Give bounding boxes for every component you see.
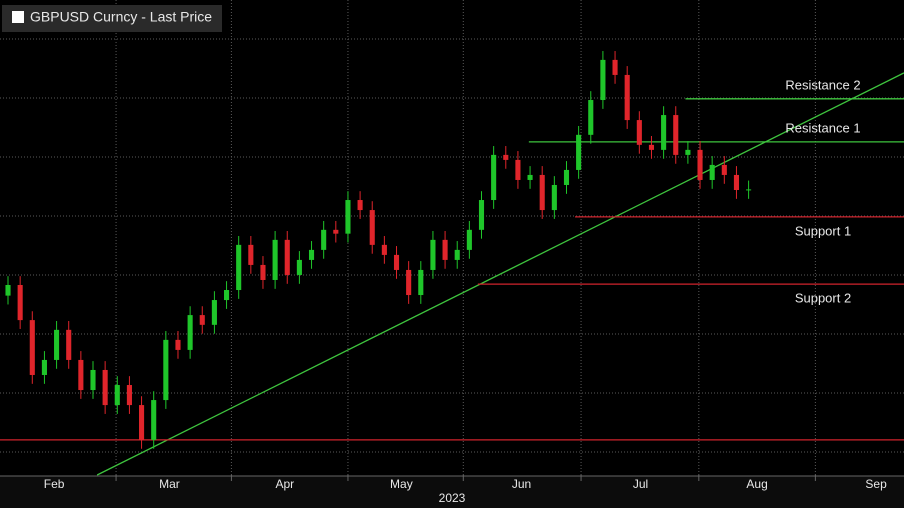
candle-body [126, 385, 132, 406]
candle-body [296, 259, 302, 275]
candle-body [102, 369, 108, 406]
candle-body [41, 359, 47, 375]
chart-title: GBPUSD Curncy - Last Price [30, 9, 212, 25]
x-axis: Feb Mar Apr May Jun Jul Aug Sep [44, 475, 887, 491]
candle-body [563, 169, 570, 185]
candle-body [114, 385, 120, 406]
candle-body [17, 285, 23, 321]
candle-body [357, 200, 363, 211]
candle-body [466, 229, 472, 250]
candle-body [746, 189, 752, 191]
candle-body [673, 115, 679, 155]
candle-body [381, 244, 387, 255]
trendline [96, 72, 904, 476]
x-tick-label: Feb [44, 477, 65, 491]
candle-body [5, 285, 11, 296]
candle-body [321, 229, 327, 250]
x-tick-label: Jul [633, 477, 648, 491]
legend-swatch [12, 11, 24, 23]
candle-body [139, 405, 145, 440]
x-axis-label: 2023 [439, 491, 466, 505]
candle-body [284, 239, 290, 275]
candle-body [648, 144, 655, 150]
candle-body [491, 154, 497, 201]
candle-body [272, 239, 278, 280]
candle-body [697, 149, 703, 180]
candle-body [539, 174, 545, 211]
candle-body [661, 115, 667, 150]
level-label: Support 1 [795, 223, 851, 238]
candle-body [211, 300, 217, 325]
candle-body [248, 244, 254, 265]
candle-body [78, 359, 84, 391]
candle-body [454, 249, 460, 260]
candle-body [478, 200, 485, 230]
candle-body [308, 249, 315, 260]
candle-body [685, 149, 691, 155]
candle-body [430, 239, 436, 270]
candle-body [733, 174, 740, 190]
levels: Resistance 2 Resistance 1 Support 1 Support… [0, 72, 904, 476]
candle-body [333, 229, 339, 234]
candle-body [721, 164, 727, 175]
candle-body [90, 369, 96, 391]
candle-body [66, 329, 72, 360]
x-tick-label: Sep [865, 477, 887, 491]
candle-body [406, 269, 412, 296]
candle-body [223, 290, 230, 301]
candle-body [393, 254, 400, 270]
candle-body [612, 59, 618, 75]
candle-body [527, 174, 533, 180]
candle-body [551, 184, 557, 211]
candle-body [151, 400, 157, 440]
title-box [2, 5, 222, 32]
candle-body [345, 200, 351, 234]
x-tick-label: May [390, 477, 413, 491]
candle-body [163, 339, 169, 401]
candle-body [199, 315, 205, 325]
candle-body [442, 239, 448, 260]
candle-body [624, 74, 630, 121]
level-label: Support 2 [795, 291, 851, 306]
x-tick-label: Apr [275, 477, 294, 491]
x-axis-band [0, 476, 904, 508]
candle-body [600, 59, 606, 101]
x-tick-label: Jun [512, 477, 531, 491]
candles [5, 51, 752, 449]
candle-body [369, 210, 375, 245]
level-label: Resistance 1 [785, 120, 860, 135]
candle-body [29, 320, 35, 375]
candle-body [503, 154, 509, 160]
candle-body [187, 315, 193, 350]
candle-body [515, 159, 521, 180]
x-tick-label: Mar [159, 477, 180, 491]
candle-body [175, 339, 181, 350]
candle-body [236, 244, 242, 291]
candle-body [709, 164, 715, 180]
level-label: Resistance 2 [785, 77, 860, 92]
candle-body [636, 120, 642, 145]
candle-body [576, 134, 582, 170]
candle-body [260, 264, 266, 280]
candle-body [588, 100, 594, 135]
x-tick-label: Aug [746, 477, 767, 491]
candle-body [418, 269, 424, 296]
candle-body [54, 329, 60, 360]
